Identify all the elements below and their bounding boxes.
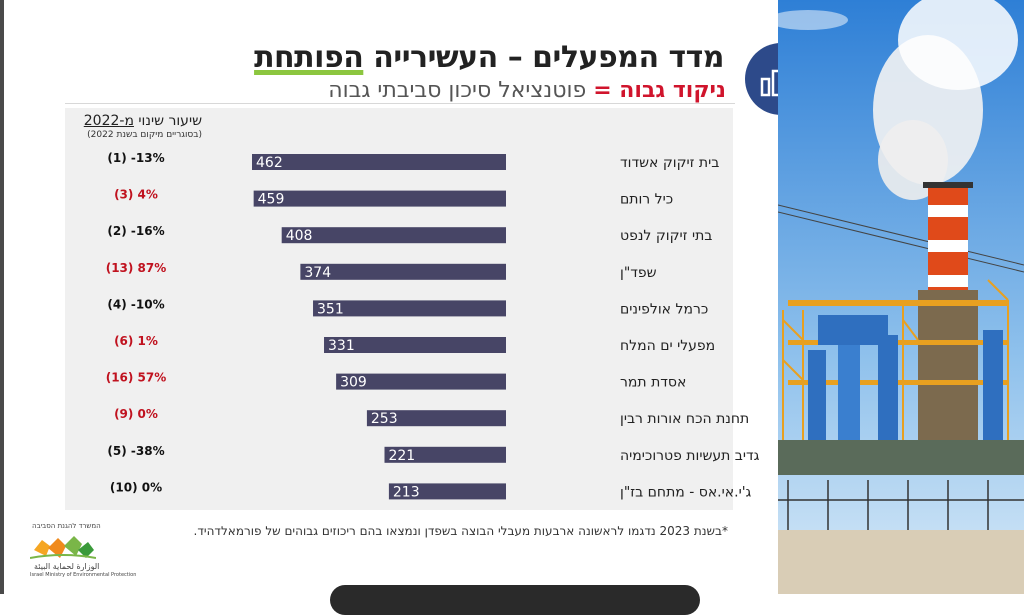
change-label: (1) -13%	[107, 151, 164, 165]
change-label: (5) -38%	[107, 444, 164, 458]
bar-4	[300, 263, 506, 280]
logo-bottom-text: Israel Ministry of Environmental Protect…	[30, 572, 137, 578]
bar-value-label: 331	[328, 338, 355, 354]
slide-border	[0, 0, 4, 594]
category-label: תחנת הכח אורות רבין	[620, 411, 749, 427]
category-label: גדיב תעשיות פטרוכימיה	[620, 448, 760, 464]
category-label: מפעלי ים המלח	[620, 338, 715, 354]
change-header-line1: שיעור שינוי מ-2022	[72, 113, 202, 129]
bar-value-label: 462	[256, 155, 283, 171]
ministry-logo: המשרד להגנת הסביבה الوزارة لحماية البيئة…	[28, 522, 136, 582]
bar-8	[366, 410, 506, 427]
logo-arabic-text: الوزارة لحماية البيئة	[34, 562, 100, 571]
category-label: ג'י.אי.אס - מתחם בז"ן	[620, 484, 752, 500]
logo-leaves-icon	[30, 536, 96, 559]
bar-value-label: 351	[317, 301, 344, 317]
bar-2	[253, 190, 506, 207]
title-prefix: מדד המפעלים – העשירייה	[373, 40, 724, 75]
bar-value-label: 309	[340, 375, 367, 391]
bar-7	[336, 373, 506, 390]
change-label: (3) 4%	[114, 188, 158, 202]
bar-10	[388, 483, 506, 500]
category-label: בתי זיקוק לנפט	[620, 228, 712, 244]
bar-5	[313, 300, 506, 317]
category-label: כרמל אולפינים	[620, 301, 708, 317]
bar-1	[252, 154, 506, 170]
bar-value-label: 459	[258, 192, 285, 208]
category-label: כיל רותם	[620, 192, 673, 208]
change-label: (2) -16%	[107, 224, 164, 238]
logo-top-text: המשרד להגנת הסביבה	[32, 522, 101, 530]
refinery-photo	[778, 0, 1024, 594]
bar-6	[324, 337, 506, 353]
category-label: בית זיקוק אשדוד	[620, 155, 719, 171]
bar-9	[384, 446, 506, 463]
change-column-header: שיעור שינוי מ-2022 (בסוגריים מיקום בשנת …	[72, 113, 202, 140]
category-label: אסדת תמר	[620, 375, 686, 391]
change-header-prefix: שיעור שינוי	[138, 113, 202, 129]
bar-value-label: 374	[304, 265, 331, 281]
change-label: (4) -10%	[107, 297, 164, 311]
bar-value-label: 408	[286, 228, 313, 244]
page-subtitle: ניקוד גבוה = פוטנציאל סיכון סביבתי גבוה	[328, 78, 726, 103]
change-label: (6) 1%	[114, 334, 158, 348]
subtitle-rest: פוטנציאל סיכון סביבתי גבוה	[328, 78, 587, 103]
page-title: מדד המפעלים – העשירייה הפותחת	[254, 40, 724, 75]
change-label: (9) 0%	[114, 407, 158, 421]
bar-value-label: 221	[388, 448, 415, 464]
change-label: (13) 87%	[106, 261, 167, 275]
footnote: *בשנת 2023 נדגמו לראשונה ארבעות מעבלי הב…	[193, 524, 728, 538]
subtitle-highlight: ניקוד גבוה =	[593, 78, 726, 103]
change-label: (10) 0%	[110, 480, 162, 494]
bottom-overlay	[330, 585, 700, 615]
change-header-line2: (בסוגריים מיקום בשנת 2022)	[87, 130, 202, 140]
bar-chart: 462 בית זיקוק אשדוד (1) -13% 459 כיל רותם (3)…	[106, 151, 760, 500]
category-label: שפד"ן	[620, 265, 657, 281]
bar-value-label: 213	[393, 484, 420, 500]
bar-3	[281, 227, 506, 244]
title-accent: הפותחת	[254, 40, 364, 75]
bar-value-label: 253	[371, 411, 398, 427]
change-header-year: מ-2022	[83, 113, 134, 129]
change-label: (16) 57%	[106, 371, 167, 385]
header-divider	[65, 103, 735, 104]
